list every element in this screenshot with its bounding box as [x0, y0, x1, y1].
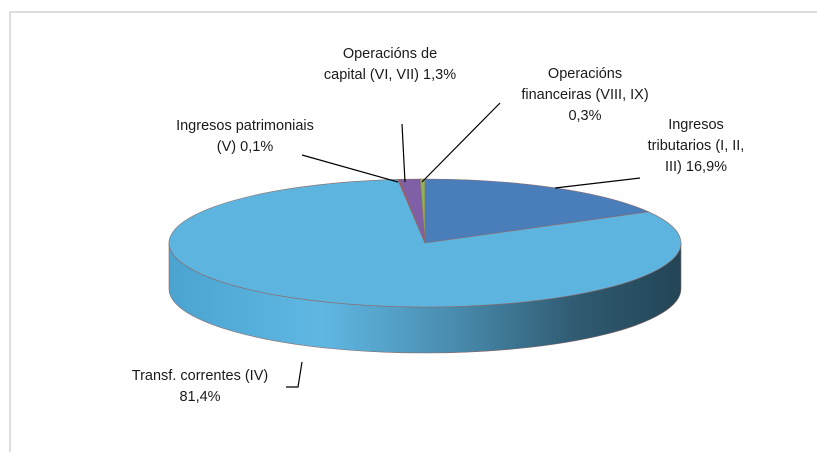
chart-frame — [9, 11, 817, 452]
category-label: Transf. correntes (IV) — [131, 368, 269, 384]
value-label: 16,9% — [685, 159, 728, 175]
value-label: 81,4% — [179, 389, 221, 405]
slice — [424, 178, 650, 244]
slice-label: Transf. correntes (IV) 81,4% — [120, 366, 280, 408]
category-label: Operacións financeiras (VIII, IX) — [521, 66, 649, 103]
slice-label: Ingresos patrimoniais (V) 0,1% — [165, 116, 325, 158]
slice-label: Ingresos tributarios (I, II, III) 16,9% — [640, 115, 752, 178]
slice-label: Operacións de capital (VI, VII) 1,3% — [320, 44, 460, 86]
leader-line — [421, 102, 501, 183]
slice — [168, 179, 682, 308]
value-label: 1,3% — [423, 67, 457, 83]
value-label: 0,3% — [568, 108, 602, 124]
leader-line — [301, 154, 399, 183]
leader-line — [286, 361, 303, 388]
category-label: Ingresos patrimoniais (V) — [176, 118, 314, 155]
category-label: Operacións de capital (VI, VII) — [323, 46, 438, 83]
category-label: Ingresos tributarios (I, II, III) — [647, 117, 745, 175]
leader-line — [401, 123, 406, 183]
slice-label: Operacións financeiras (VIII, IX) 0,3% — [520, 64, 650, 127]
value-label: 0,1% — [240, 139, 274, 155]
leader-line — [554, 177, 641, 189]
